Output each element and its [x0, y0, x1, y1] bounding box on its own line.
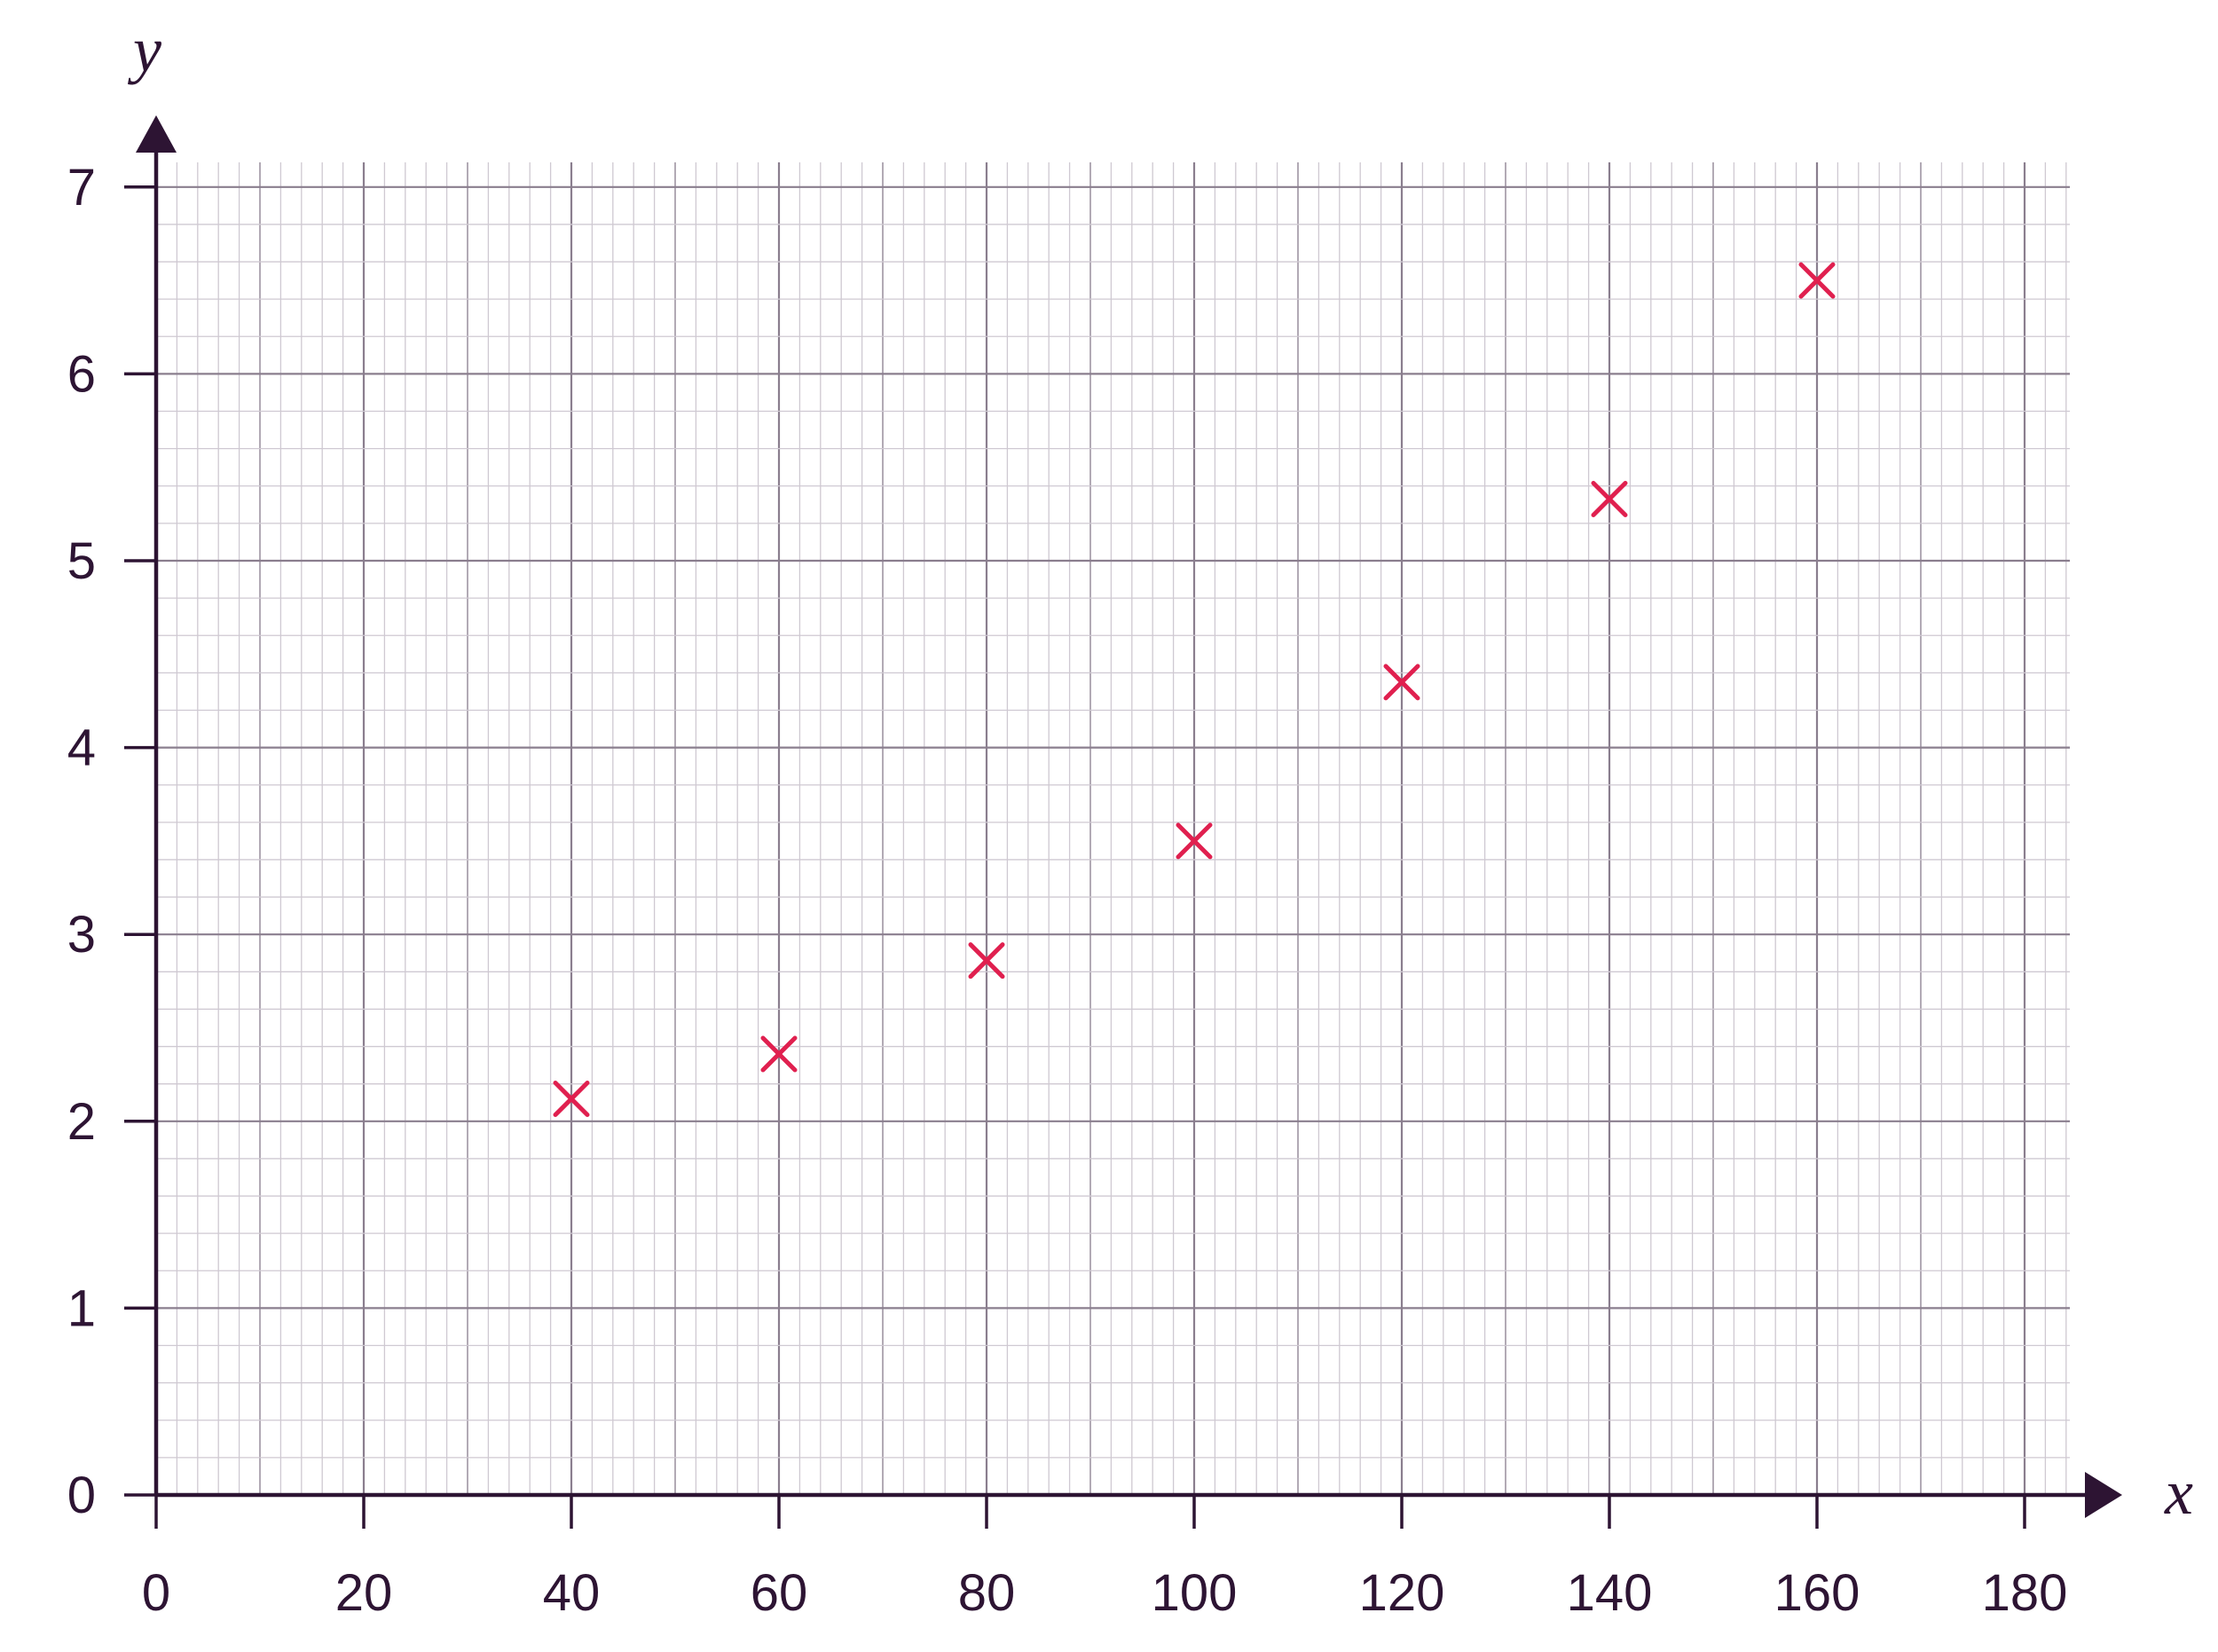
x-tick-label: 180	[1982, 1564, 2068, 1622]
y-tick-label: 2	[67, 1093, 96, 1151]
y-axis-arrow-icon	[136, 115, 177, 153]
y-tick-label: 1	[67, 1279, 96, 1337]
data-point-marker	[1176, 822, 1213, 860]
data-point-marker	[1798, 262, 1836, 299]
data-point-marker	[553, 1081, 590, 1118]
y-axis-title: y	[127, 14, 161, 85]
y-tick-label: 6	[67, 345, 96, 403]
x-tick-label: 40	[543, 1564, 601, 1622]
x-axis-arrow-icon	[2085, 1472, 2122, 1518]
y-tick-label: 3	[67, 906, 96, 964]
data-point-marker	[1383, 664, 1420, 701]
ticks: 0 20 40 60 80 100 120 140 160 180 0 1 2 3 4 5 6 7	[67, 159, 2068, 1622]
data-points	[553, 262, 1836, 1118]
x-tick-label: 160	[1774, 1564, 1860, 1622]
x-tick-label: 120	[1359, 1564, 1445, 1622]
x-tick-label: 80	[958, 1564, 1016, 1622]
x-tick-label: 60	[751, 1564, 808, 1622]
y-tick-label: 4	[67, 720, 96, 777]
x-tick-label: 0	[142, 1564, 170, 1622]
x-tick-label: 20	[335, 1564, 393, 1622]
y-tick-label: 7	[67, 159, 96, 216]
data-point-marker	[760, 1035, 798, 1073]
data-point-marker	[968, 942, 1005, 979]
x-tick-label: 140	[1567, 1564, 1653, 1622]
x-axis-title: x	[2164, 1457, 2193, 1528]
y-tick-label: 0	[67, 1467, 96, 1524]
y-tick-label: 5	[67, 532, 96, 590]
x-tick-label: 100	[1152, 1564, 1238, 1622]
data-point-marker	[1591, 481, 1628, 518]
grid	[156, 162, 2070, 1495]
axes: x y	[127, 14, 2193, 1528]
